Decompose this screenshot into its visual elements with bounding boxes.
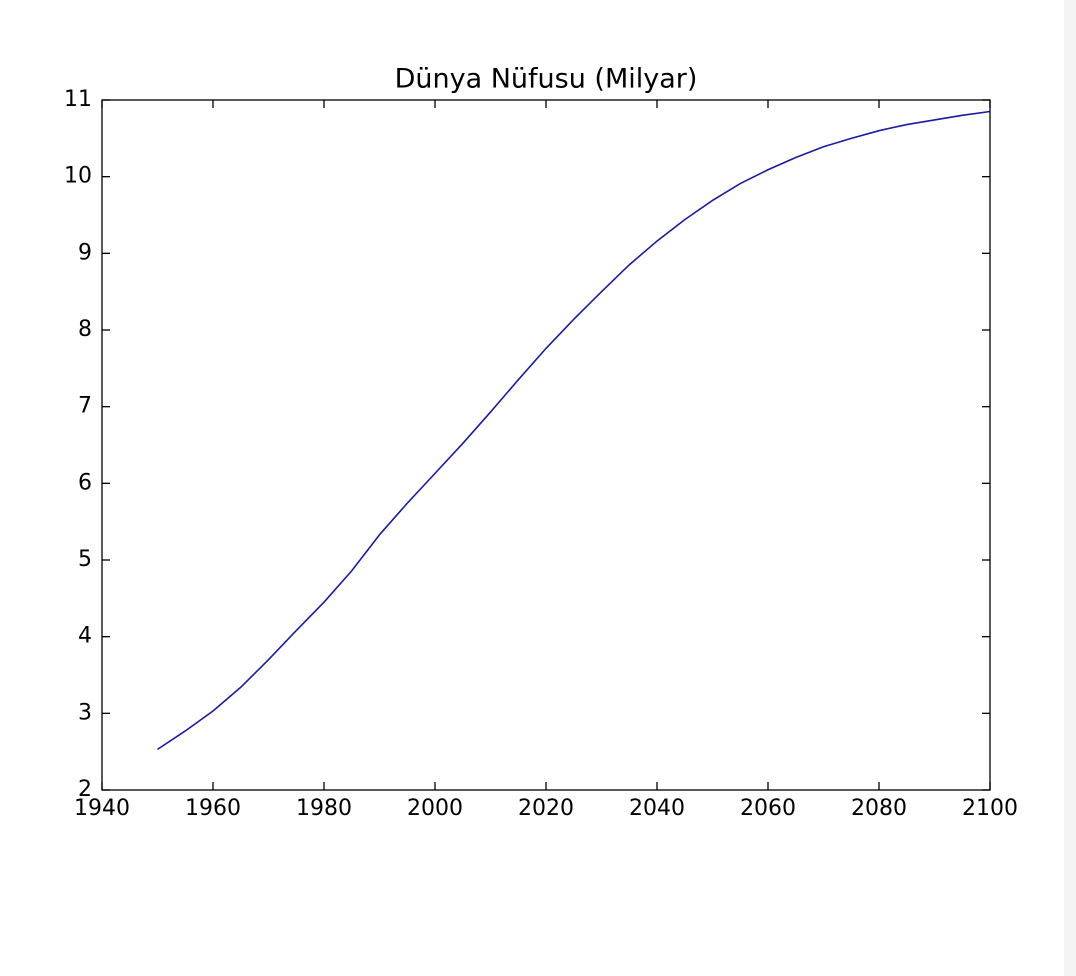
data-line [157,110,991,751]
y-tick-label: 2 [78,777,92,802]
x-tick-label: 1940 [74,796,130,821]
x-tick-label: 2040 [629,796,685,821]
x-tick-label: 2020 [518,796,574,821]
x-tick-label: 1960 [185,796,241,821]
y-tick-label: 4 [78,624,92,649]
x-tick-label: 2100 [962,796,1018,821]
edge-strip [1064,0,1076,976]
x-tick-label: 2060 [740,796,796,821]
y-tick-label: 3 [78,700,92,725]
x-tick-label: 1980 [296,796,352,821]
x-tick-label: 2000 [407,796,463,821]
plot-frame [101,99,991,791]
chart-title: Dünya Nüfusu (Milyar) [395,64,698,95]
x-tick-label: 2080 [851,796,907,821]
y-tick-label: 6 [78,470,92,495]
y-tick-label: 5 [78,547,92,572]
y-tick-label: 7 [78,394,92,419]
y-tick-label: 10 [64,164,92,189]
y-tick-label: 11 [64,87,92,112]
y-tick-label: 8 [78,317,92,342]
y-tick-label: 9 [78,240,92,265]
